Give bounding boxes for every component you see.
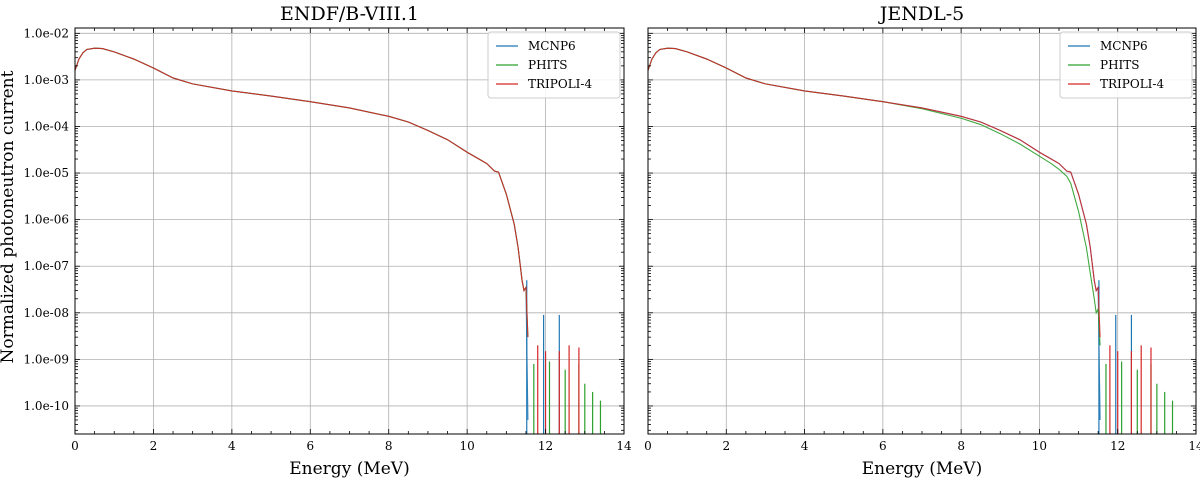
legend-box bbox=[487, 31, 621, 99]
x-tick-label: 8 bbox=[957, 439, 965, 453]
x-tick-label: 14 bbox=[616, 439, 632, 453]
x-axis-label: Energy (MeV) bbox=[289, 459, 409, 479]
y-axis-label: Normalized photoneutron current bbox=[0, 70, 18, 363]
x-tick-label: 4 bbox=[228, 439, 236, 453]
series-line-tripoli-4 bbox=[75, 47, 529, 338]
series-group bbox=[75, 47, 602, 434]
series-line-phits bbox=[648, 47, 1101, 346]
y-tick-label: 1.0e-04 bbox=[23, 119, 69, 133]
legend-label-mcnp6: MCNP6 bbox=[1100, 39, 1148, 53]
x-tick-label: 6 bbox=[306, 439, 314, 453]
legend-box bbox=[1059, 31, 1193, 99]
y-tick-label: 1.0e-03 bbox=[23, 73, 69, 87]
series-line-tripoli-4 bbox=[648, 47, 1101, 338]
legend-label-phits: PHITS bbox=[1100, 58, 1140, 72]
y-tick-label: 1.0e-09 bbox=[23, 352, 69, 366]
x-tick-label: 2 bbox=[150, 439, 158, 453]
x-tick-label: 8 bbox=[385, 439, 393, 453]
legend-label-mcnp6: MCNP6 bbox=[528, 39, 576, 53]
x-tick-label: 0 bbox=[644, 439, 652, 453]
y-tick-label: 1.0e-06 bbox=[23, 213, 69, 227]
x-tick-label: 10 bbox=[460, 439, 475, 453]
x-tick-label: 2 bbox=[722, 439, 730, 453]
x-tick-label: 6 bbox=[879, 439, 887, 453]
y-tick-label: 1.0e-07 bbox=[23, 259, 69, 273]
x-tick-label: 10 bbox=[1032, 439, 1047, 453]
chart-panel-endf: 0 2 4 6 8 10 12 14 1.0e-10 1.0e-09 1.0e-08 1.0e-07 1… bbox=[23, 3, 632, 479]
chart-title: ENDF/B-VIII.1 bbox=[280, 3, 419, 25]
series-line-phits bbox=[75, 47, 529, 338]
y-tick-label: 1.0e-05 bbox=[23, 166, 69, 180]
series-line-mcnp6 bbox=[648, 47, 1101, 420]
y-tick-label: 1.0e-08 bbox=[23, 306, 69, 320]
x-tick-label: 4 bbox=[801, 439, 809, 453]
x-tick-label: 12 bbox=[1110, 439, 1125, 453]
legend-label-tripoli-4: TRIPOLI-4 bbox=[1100, 77, 1164, 91]
y-tick-label: 1.0e-10 bbox=[23, 399, 69, 413]
legend-label-tripoli-4: TRIPOLI-4 bbox=[528, 77, 592, 91]
x-axis-label: Energy (MeV) bbox=[862, 459, 982, 479]
x-tick-label: 12 bbox=[538, 439, 553, 453]
chart-title: JENDL-5 bbox=[878, 3, 964, 25]
legend-label-phits: PHITS bbox=[528, 58, 568, 72]
x-tick-label: 14 bbox=[1188, 439, 1200, 453]
series-group bbox=[648, 47, 1174, 434]
y-tick-label: 1.0e-02 bbox=[23, 26, 69, 40]
series-line-mcnp6 bbox=[75, 47, 529, 420]
chart-panel-jendl: 0 2 4 6 8 10 12 14 JENDL-5 Energy (MeV) MCNP6 PHITS… bbox=[644, 3, 1200, 479]
x-tick-label: 0 bbox=[71, 439, 79, 453]
